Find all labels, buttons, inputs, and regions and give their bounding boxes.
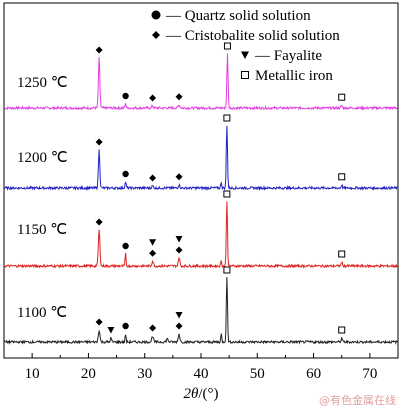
series-label: 1100 ℃ <box>17 305 67 321</box>
x-tick-label: 40 <box>194 366 209 382</box>
legend-marker <box>241 51 249 59</box>
peak-marker <box>223 190 231 198</box>
series-line <box>3 276 398 345</box>
legend-marker <box>151 10 161 20</box>
legend-marker <box>241 71 249 79</box>
peak-marker <box>338 93 346 101</box>
peak-marker <box>175 246 183 254</box>
x-tick-label: 30 <box>137 366 152 382</box>
peak-marker <box>122 170 129 178</box>
legend-marker <box>152 31 160 39</box>
series-line <box>3 125 398 192</box>
x-tick-label: 10 <box>25 366 40 382</box>
legend-label: — Cristobalite solid solution <box>165 28 340 44</box>
legend: — Quartz solid solution — Cristobalite so… <box>151 8 340 84</box>
peak-marker <box>95 46 103 54</box>
peak-marker <box>223 266 231 274</box>
series-label: 1150 ℃ <box>17 222 67 238</box>
traces <box>3 53 398 345</box>
legend-label: — Fayalite <box>254 48 322 64</box>
x-tick-label: 70 <box>362 366 377 382</box>
peak-marker <box>107 327 115 334</box>
legend-label: Metallic iron <box>255 68 333 84</box>
peak-marker <box>338 250 346 258</box>
x-axis-label-unit: /(°) <box>198 386 218 402</box>
peak-marker <box>175 236 183 243</box>
peak-marker <box>95 138 103 146</box>
peak-marker <box>175 312 183 319</box>
x-axis-label-symbol: 2θ <box>183 386 199 402</box>
peak-marker <box>149 174 157 182</box>
peak-marker <box>338 173 346 181</box>
series-label: 1250 ℃ <box>17 75 68 91</box>
peak-marker <box>122 322 129 330</box>
x-axis-ticks: 10 20 30 40 50 60 70 <box>3 353 399 382</box>
peak-markers <box>95 42 346 334</box>
peak-marker <box>223 114 231 122</box>
peak-marker <box>95 218 103 226</box>
series-line <box>3 201 398 269</box>
watermark: @有色金属在线 <box>319 393 396 407</box>
peak-marker <box>175 93 183 101</box>
peak-marker <box>122 92 129 100</box>
peak-marker <box>149 239 157 246</box>
series-line <box>3 53 398 111</box>
peak-marker <box>149 249 157 257</box>
peak-marker <box>149 324 157 332</box>
peak-marker <box>149 94 157 102</box>
peak-marker <box>223 42 231 50</box>
peak-marker <box>122 242 129 250</box>
peak-marker <box>175 322 183 330</box>
x-tick-label: 20 <box>81 366 96 382</box>
series-label: 1200 ℃ <box>17 150 68 166</box>
x-tick-label: 50 <box>250 366 265 382</box>
series-labels: 1250 ℃ 1200 ℃ 1150 ℃ 1100 ℃ <box>17 75 68 321</box>
peak-marker <box>175 173 183 181</box>
x-axis-label: 2θ/(°) <box>183 386 218 402</box>
legend-label: — Quartz solid solution <box>165 8 311 24</box>
peak-marker <box>95 318 103 326</box>
peak-marker <box>338 326 346 334</box>
x-tick-label: 60 <box>306 366 321 382</box>
